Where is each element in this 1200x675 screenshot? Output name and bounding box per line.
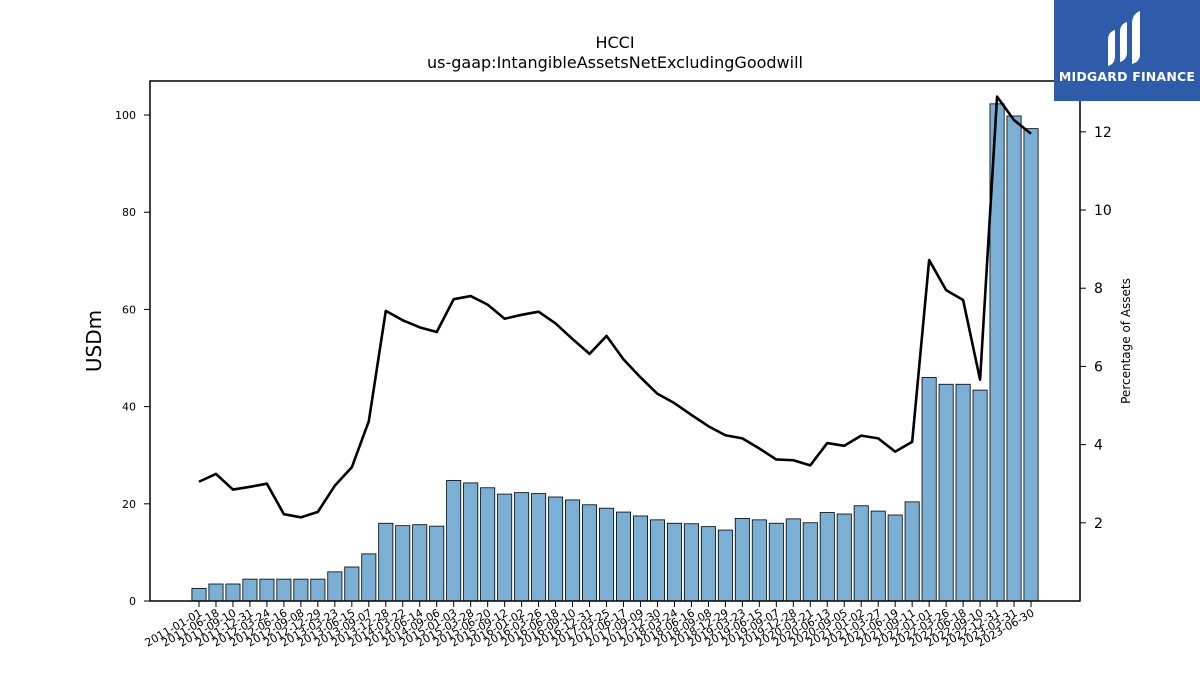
y-tick-label: 80: [122, 206, 136, 219]
midgard-finance-logo: MIDGARD FINANCE: [1054, 0, 1200, 101]
bar: [853, 505, 869, 602]
bar: [1023, 128, 1039, 602]
bar: [191, 587, 207, 602]
bar: [514, 492, 530, 602]
bar: [870, 510, 886, 602]
bar: [548, 496, 564, 602]
y-tick-label: 60: [122, 303, 136, 316]
bar: [480, 487, 496, 602]
bar: [293, 578, 309, 602]
bar: [700, 526, 716, 602]
bar: [785, 518, 801, 602]
bar: [751, 519, 767, 602]
bar: [497, 493, 513, 602]
y2-tick-label: 6: [1094, 359, 1103, 375]
bar: [802, 522, 818, 602]
bar: [616, 511, 632, 602]
chart-subtitle: us-gaap:IntangibleAssetsNetExcludingGood…: [427, 53, 803, 72]
bar: [717, 529, 733, 602]
bar: [276, 578, 292, 602]
bar: [972, 389, 988, 602]
line-series: [198, 95, 1032, 519]
bar: [378, 522, 394, 602]
y-tick-label: 20: [122, 498, 136, 511]
chart-title: HCCI: [595, 33, 634, 52]
bar: [904, 501, 920, 602]
bar: [836, 513, 852, 602]
bar: [955, 383, 971, 602]
bar: [1006, 115, 1022, 602]
bar: [361, 553, 377, 602]
line-series-path: [198, 95, 1032, 519]
bar: [768, 522, 784, 602]
bar: [938, 383, 954, 602]
bar: [225, 583, 241, 602]
bar: [446, 480, 462, 602]
y-axis-ticks: 0 20 40 60 80 100: [115, 109, 150, 608]
y2-tick-label: 2: [1094, 516, 1103, 532]
x-axis-ticks: 2011-01-012011-06-182011-09-102011-12-31…: [143, 601, 1037, 650]
bar: [649, 519, 665, 602]
bar: [310, 578, 326, 602]
bar: [683, 523, 699, 602]
bar: [208, 583, 224, 602]
bar: [327, 571, 343, 602]
y-tick-label: 40: [122, 401, 136, 414]
bar: [429, 525, 445, 602]
bar: [412, 524, 428, 602]
bar: [344, 566, 360, 602]
bar-series: [191, 103, 1039, 602]
bar: [259, 578, 275, 602]
y-tick-label: 100: [115, 109, 136, 122]
y2-axis-ticks: 2 4 6 8 10 12: [1080, 125, 1112, 532]
y2-axis-label: Percentage of Assets: [1119, 278, 1133, 404]
y2-tick-label: 4: [1094, 438, 1103, 454]
bar: [599, 507, 615, 602]
bar: [819, 512, 835, 602]
y-tick-label: 0: [129, 595, 136, 608]
plot-frame: [149, 80, 1081, 602]
midgard-logo-mark-icon: [1108, 11, 1140, 66]
bar: [582, 504, 598, 602]
y2-tick-label: 12: [1094, 125, 1112, 141]
bar: [565, 499, 581, 602]
bar: [887, 514, 903, 602]
bar: [395, 525, 411, 602]
bar: [242, 578, 258, 602]
logo-text: MIDGARD FINANCE: [1058, 69, 1196, 84]
y2-tick-label: 8: [1094, 281, 1103, 297]
y2-tick-label: 10: [1094, 203, 1112, 219]
bar: [921, 377, 937, 602]
bar: [463, 482, 479, 602]
bar: [734, 517, 750, 602]
bar: [632, 515, 648, 602]
bar: [531, 493, 547, 602]
y-axis-label: USDm: [82, 310, 106, 372]
bar: [666, 522, 682, 602]
